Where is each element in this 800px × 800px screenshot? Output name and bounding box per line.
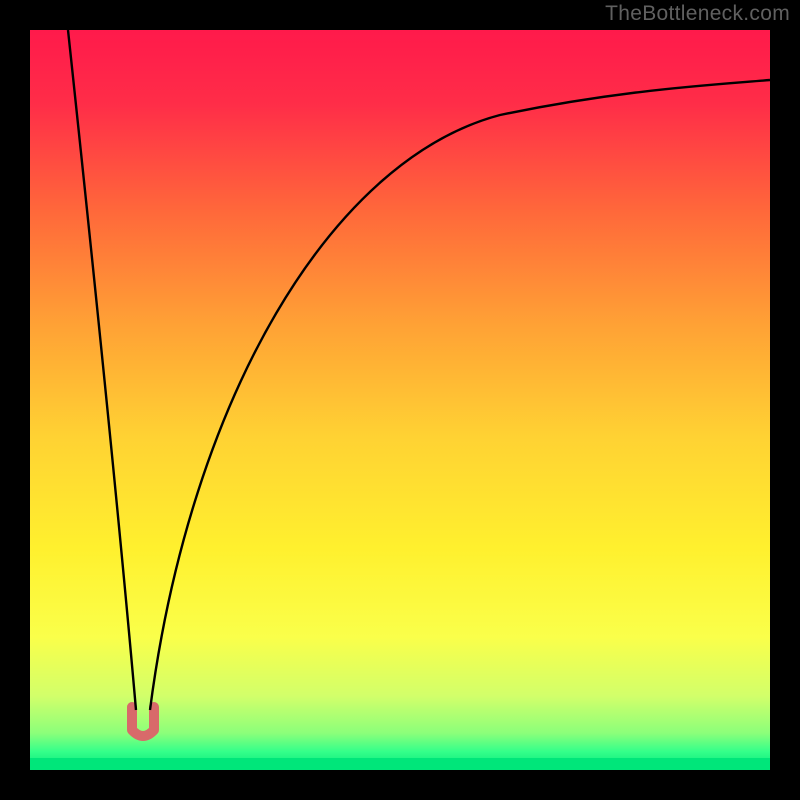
bottom-green-band bbox=[30, 758, 770, 770]
gradient-background bbox=[30, 30, 770, 770]
chart-svg bbox=[0, 0, 800, 800]
chart-container: TheBottleneck.com bbox=[0, 0, 800, 800]
watermark-label: TheBottleneck.com bbox=[605, 2, 790, 26]
